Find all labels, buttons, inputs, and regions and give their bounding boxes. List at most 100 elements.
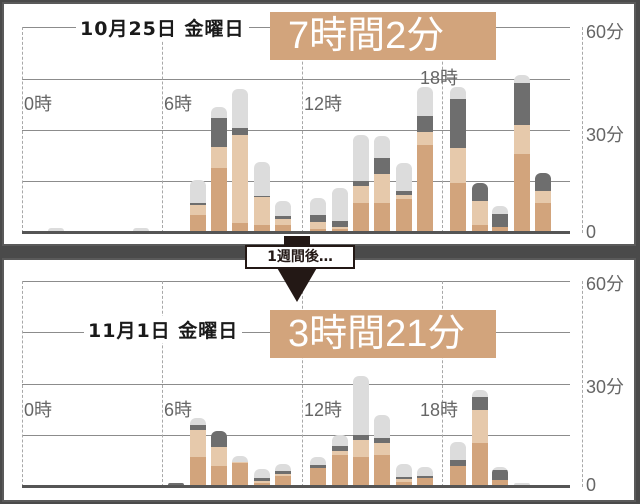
bar-segment-category_3	[168, 482, 184, 485]
bar-segment-category_4	[450, 86, 466, 99]
bar-segment-category_4	[275, 464, 291, 471]
hour-line-24	[582, 281, 583, 487]
bar-segment-category_1	[275, 476, 291, 485]
stacked-bar	[232, 89, 248, 231]
stacked-bar	[535, 173, 551, 231]
bar-segment-category_1	[211, 466, 227, 485]
total-time-badge: 3時間21分	[270, 310, 496, 358]
bar-segment-category_4	[190, 417, 206, 425]
gridline-15	[22, 181, 570, 182]
bar-segment-category_1	[535, 202, 551, 231]
bar-segment-category_1	[450, 182, 466, 231]
stacked-bar	[492, 466, 508, 485]
bar-segment-category_3	[254, 196, 270, 198]
bar-segment-category_1	[514, 154, 530, 231]
stacked-bar	[310, 198, 326, 231]
bar-segment-category_3	[353, 180, 369, 186]
bar-segment-category_2	[190, 204, 206, 215]
bar-segment-category_4	[232, 89, 248, 129]
stacked-bar	[275, 464, 291, 485]
bar-segment-category_1	[353, 202, 369, 231]
bar-segment-category_1	[396, 481, 412, 485]
stacked-bar	[254, 468, 270, 485]
bar-segment-category_4	[374, 135, 390, 158]
bar-segment-category_1	[190, 456, 206, 485]
total-time-badge: 7時間2分	[270, 12, 496, 60]
stacked-bar	[190, 417, 206, 485]
bar-segment-category_1	[254, 482, 270, 485]
bar-segment-category_2	[374, 173, 390, 203]
bar-segment-category_4	[472, 390, 488, 398]
bar-segment-category_1	[232, 463, 248, 485]
bar-segment-category_1	[353, 456, 369, 485]
stacked-bar	[254, 162, 270, 231]
bar-segment-category_4	[48, 227, 64, 231]
bar-segment-category_4	[211, 106, 227, 118]
bar-segment-category_3	[275, 470, 291, 475]
bar-segment-category_3	[254, 477, 270, 481]
stacked-bar	[190, 179, 206, 231]
bar-segment-category_1	[232, 223, 248, 231]
bar-segment-category_3	[514, 83, 530, 126]
hour-label-12: 12時	[304, 94, 343, 114]
bar-segment-category_2	[396, 194, 412, 200]
bar-segment-category_3	[374, 157, 390, 174]
bar-segment-category_1	[332, 455, 348, 485]
bar-segment-category_3	[310, 464, 326, 468]
gridline-30	[22, 130, 570, 131]
stacked-bar	[275, 201, 291, 231]
bar-segment-category_1	[450, 466, 466, 485]
bar-segment-category_1	[332, 228, 348, 231]
hour-line-18	[442, 281, 443, 487]
y-label-30: 30分	[586, 377, 625, 397]
bar-segment-category_3	[232, 128, 248, 135]
bar-segment-category_2	[254, 197, 270, 226]
y-label-0: 0	[586, 475, 597, 495]
bar-segment-category_3	[332, 221, 348, 227]
bar-segment-category_1	[190, 214, 206, 231]
down-arrow-icon	[276, 266, 318, 302]
bar-segment-category_1	[310, 228, 326, 231]
y-label-60: 60分	[586, 22, 625, 42]
stacked-bar	[514, 482, 530, 485]
bar-segment-category_3	[211, 431, 227, 448]
bar-segment-category_4	[492, 205, 508, 214]
gridline-45	[22, 79, 570, 80]
bar-segment-category_1	[374, 455, 390, 485]
stacked-bar	[211, 106, 227, 231]
hour-line-18	[442, 27, 443, 233]
bar-segment-category_3	[396, 190, 412, 195]
bar-segment-category_3	[310, 215, 326, 223]
bar-segment-category_3	[492, 469, 508, 480]
hour-label-18: 18時	[420, 400, 459, 420]
stacked-bar	[332, 434, 348, 485]
stacked-bar	[232, 456, 248, 485]
bar-segment-category_3	[275, 216, 291, 220]
stacked-bar	[211, 431, 227, 485]
bar-segment-category_3	[492, 213, 508, 227]
stacked-bar	[48, 227, 64, 231]
bar-segment-category_2	[211, 447, 227, 467]
hour-label-18: 18時	[420, 68, 459, 88]
bar-segment-category_4	[254, 468, 270, 478]
bar-segment-category_2	[332, 451, 348, 456]
bar-segment-category_4	[353, 375, 369, 435]
bar-segment-category_2	[232, 462, 248, 464]
stacked-bar	[332, 188, 348, 231]
stacked-bar	[492, 205, 508, 231]
bar-segment-category_1	[492, 479, 508, 485]
bar-segment-category_2	[353, 439, 369, 457]
bar-segment-category_4	[310, 456, 326, 465]
hour-label-0: 0時	[24, 400, 53, 420]
gridline-30	[22, 384, 570, 385]
bar-segment-category_3	[472, 397, 488, 411]
one-week-later-label: 1週間後…	[245, 245, 355, 269]
stacked-bar	[374, 415, 390, 485]
hour-line-12	[302, 27, 303, 233]
hour-line-6	[162, 27, 163, 233]
hour-line-24	[582, 27, 583, 233]
bar-segment-category_2	[396, 478, 412, 482]
bar-segment-category_2	[332, 226, 348, 229]
bar-segment-category_1	[396, 199, 412, 231]
bar-segment-category_2	[254, 480, 270, 483]
